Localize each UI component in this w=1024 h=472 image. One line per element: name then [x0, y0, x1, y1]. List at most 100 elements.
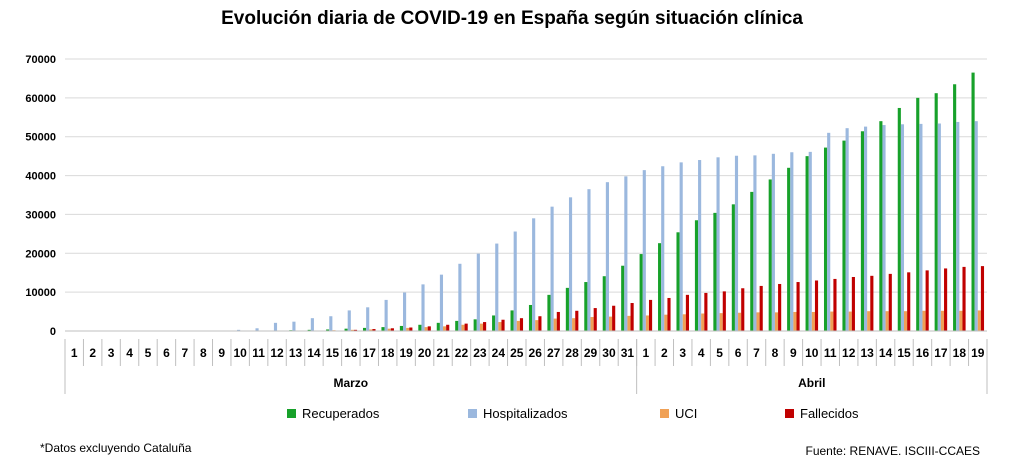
group-label: Abril [798, 376, 825, 390]
bar-recuperados [731, 204, 735, 331]
bar-hospitalizados [310, 318, 314, 331]
x-tick-label: 13 [860, 346, 874, 360]
legend-label-hospitalizados: Hospitalizados [483, 406, 568, 421]
y-tick-label: 30000 [25, 209, 56, 221]
bar-fallecidos [409, 327, 413, 331]
bar-hospitalizados [808, 151, 812, 331]
bar-uci [664, 314, 668, 331]
bar-fallecidos [851, 276, 855, 331]
bar-recuperados [547, 294, 551, 331]
x-tick-label: 25 [510, 346, 524, 360]
legend-label-fallecidos: Fallecidos [800, 406, 859, 421]
bar-hospitalizados [366, 307, 370, 331]
x-tick-label: 10 [805, 346, 819, 360]
y-tick-label: 10000 [25, 287, 56, 299]
x-tick-label: 20 [418, 346, 432, 360]
bar-hospitalizados [698, 160, 702, 331]
bar-recuperados [768, 179, 772, 331]
bar-hospitalizados [716, 157, 720, 331]
x-tick-label: 24 [492, 346, 506, 360]
bar-fallecidos [390, 328, 394, 331]
bar-hospitalizados [864, 126, 868, 331]
bar-hospitalizados [532, 218, 536, 331]
bar-hospitalizados [255, 328, 259, 331]
legend-item-recuperados: Recuperados [287, 406, 379, 421]
bar-fallecidos [833, 278, 837, 331]
bar-fallecidos [704, 292, 708, 331]
x-tick-label: 30 [602, 346, 616, 360]
bar-hospitalizados [661, 166, 665, 331]
bar-fallecidos [612, 305, 616, 331]
x-tick-label: 23 [473, 346, 487, 360]
bar-uci [645, 315, 649, 331]
bar-hospitalizados [403, 292, 407, 331]
bar-recuperados [713, 212, 717, 331]
legend-swatch-hospitalizados [468, 409, 477, 418]
x-tick-label: 4 [126, 346, 133, 360]
bar-hospitalizados [329, 316, 333, 331]
bar-hospitalizados [273, 322, 278, 331]
x-tick-label: 11 [824, 346, 837, 360]
bar-hospitalizados [605, 182, 609, 331]
bar-uci [701, 313, 705, 331]
bar-fallecidos [446, 324, 450, 331]
bar-recuperados [658, 243, 662, 331]
legend-label-recuperados: Recuperados [302, 406, 380, 421]
x-tick-label: 18 [953, 346, 967, 360]
x-tick-label: 15 [326, 346, 340, 360]
bar-recuperados [399, 325, 403, 331]
bar-uci [793, 311, 797, 331]
legend-swatch-recuperados [287, 409, 296, 418]
legend-swatch-uci [660, 409, 669, 418]
x-tick-label: 29 [584, 346, 598, 360]
x-tick-label: 3 [108, 346, 115, 360]
bar-uci [940, 310, 945, 331]
x-tick-label: 16 [344, 346, 358, 360]
bar-fallecidos [907, 272, 911, 331]
bar-fallecidos [944, 268, 948, 331]
bar-hospitalizados [790, 152, 794, 331]
bar-recuperados [418, 324, 422, 331]
legend-item-hospitalizados: Hospitalizados [468, 406, 568, 421]
bar-hospitalizados [679, 162, 683, 331]
bar-uci [904, 311, 908, 331]
x-tick-label: 19 [971, 346, 985, 360]
bar-fallecidos [464, 323, 468, 331]
bar-fallecidos [685, 294, 689, 331]
x-tick-label: 17 [934, 346, 948, 360]
bar-hospitalizados [421, 284, 425, 331]
footnote: *Datos excluyendo Cataluña [40, 441, 192, 455]
bar-hospitalizados [771, 153, 775, 331]
bar-recuperados [842, 140, 846, 331]
bar-hospitalizados [827, 132, 831, 331]
x-tick-label: 9 [218, 346, 225, 360]
bar-recuperados [639, 254, 643, 331]
bar-uci [387, 328, 391, 331]
bar-uci [682, 314, 686, 331]
x-tick-label: 4 [698, 346, 705, 360]
bar-recuperados [307, 329, 311, 331]
bar-hospitalizados [900, 124, 905, 331]
bar-recuperados [436, 322, 440, 331]
y-tick-label: 60000 [25, 93, 56, 105]
bar-uci [867, 311, 871, 331]
x-tick-label: 11 [252, 346, 265, 360]
bar-recuperados [381, 327, 385, 331]
bar-fallecidos [870, 275, 874, 331]
x-tick-label: 3 [679, 346, 686, 360]
bar-uci [885, 311, 889, 331]
bar-hospitalizados [956, 121, 960, 331]
x-tick-label: 31 [621, 346, 635, 360]
bar-recuperados [787, 167, 791, 331]
bar-fallecidos [575, 310, 579, 331]
bar-uci [424, 327, 428, 331]
bar-fallecidos [556, 311, 560, 331]
bar-hospitalizados [624, 176, 628, 331]
x-tick-label: 16 [916, 346, 930, 360]
bar-hospitalizados [882, 125, 886, 331]
bar-recuperados [694, 220, 699, 331]
x-tick-label: 6 [735, 346, 742, 360]
legend-label-uci: UCI [675, 406, 698, 421]
bar-hospitalizados [919, 123, 923, 331]
bar-hospitalizados [384, 299, 388, 331]
